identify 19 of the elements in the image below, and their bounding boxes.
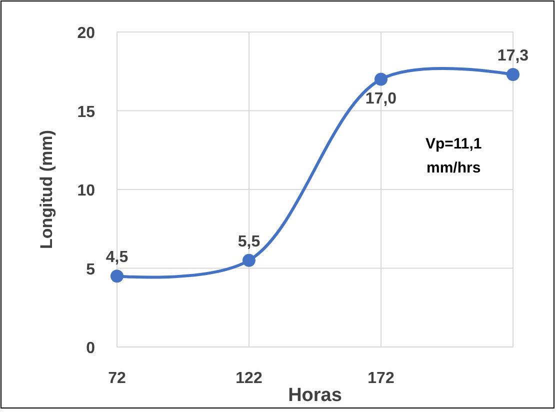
- y-tick-label: 5: [86, 261, 96, 278]
- y-axis-title: Longitud (mm): [37, 130, 56, 249]
- point: [506, 68, 520, 82]
- x-tick-label: 122: [236, 370, 262, 387]
- point: [110, 270, 124, 283]
- x-tick-label: 172: [368, 370, 394, 387]
- data-label: 4,5: [106, 249, 128, 266]
- data-label: 17,0: [365, 90, 397, 108]
- point: [374, 72, 388, 86]
- y-tick-label: 20: [77, 25, 96, 42]
- point: [242, 254, 256, 267]
- x-tick-label: 72: [108, 370, 126, 387]
- y-tick-label: 10: [77, 182, 96, 200]
- annotation: Vp=11,1 mm/hrs: [425, 136, 482, 177]
- data-label: 5,5: [238, 233, 260, 250]
- data-label: 17,3: [497, 48, 529, 65]
- y-tick-label: 15: [77, 104, 96, 121]
- x-axis-title: Horas: [288, 385, 342, 406]
- y-tick-label: 0: [86, 340, 96, 357]
